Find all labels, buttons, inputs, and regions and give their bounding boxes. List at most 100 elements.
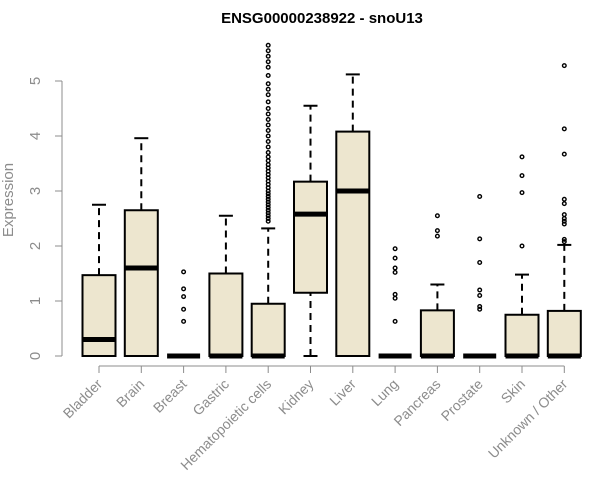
outlier-point <box>477 304 483 310</box>
outlier-point <box>265 191 271 197</box>
x-tick-label: Unknown / Other <box>485 376 571 462</box>
box-rect <box>250 302 286 357</box>
outlier-point <box>561 151 567 157</box>
outlier-point <box>561 126 567 132</box>
outlier-point <box>561 201 567 207</box>
outlier-point <box>265 149 271 155</box>
box-rect <box>81 274 117 357</box>
chart-title: ENSG00000238922 - snoU13 <box>221 10 423 27</box>
box-7 <box>378 246 412 359</box>
outlier-point <box>434 233 440 239</box>
y-tick-label: 1 <box>27 297 44 305</box>
outlier-point <box>519 190 525 196</box>
outlier-point <box>181 286 187 292</box>
box-rect <box>208 272 244 357</box>
y-tick-label: 2 <box>27 242 44 250</box>
outlier-point <box>561 196 567 202</box>
outlier-point <box>265 99 271 105</box>
outlier-point <box>519 243 525 249</box>
box-rect <box>546 309 582 357</box>
outlier-point <box>265 154 271 160</box>
outlier-point <box>265 133 271 139</box>
box-rect <box>504 313 540 357</box>
box-2 <box>167 269 201 359</box>
outlier-point <box>561 63 567 69</box>
outlier-point <box>265 53 271 59</box>
box-rect <box>335 130 371 357</box>
outlier-point <box>434 213 440 219</box>
outlier-point <box>392 295 398 301</box>
outlier-point <box>265 116 271 122</box>
y-tick-label: 0 <box>27 352 44 360</box>
y-axis: 0 1 2 3 4 5 <box>27 77 63 360</box>
outlier-point <box>265 86 271 92</box>
box-4 <box>250 42 286 359</box>
outlier-point <box>265 48 271 54</box>
outlier-point <box>181 318 187 324</box>
outlier-point <box>265 207 271 213</box>
outlier-point <box>265 202 271 208</box>
outlier-point <box>265 215 271 221</box>
x-tick-label: Bladder <box>60 376 106 422</box>
y-tick-label: 4 <box>27 132 44 140</box>
outlier-point <box>561 218 567 224</box>
outlier-point <box>181 269 187 275</box>
outlier-point <box>561 239 567 245</box>
box-6 <box>335 73 371 357</box>
outlier-point <box>561 215 567 221</box>
outlier-point <box>181 294 187 300</box>
outlier-point <box>265 105 271 111</box>
outlier-point <box>265 127 271 133</box>
x-tick-label: Lung <box>368 376 401 409</box>
outlier-point <box>519 173 525 179</box>
outlier-point <box>477 236 483 242</box>
outlier-point <box>265 218 271 224</box>
outlier-point <box>265 111 271 117</box>
outlier-point <box>561 236 567 242</box>
box-rect <box>419 309 455 358</box>
x-tick-label: Liver <box>326 376 359 409</box>
outlier-point <box>477 293 483 299</box>
x-tick-label: Brain <box>113 376 147 410</box>
outlier-point <box>265 144 271 150</box>
outlier-point <box>265 213 271 219</box>
x-tick-label: Skin <box>498 376 529 407</box>
outlier-point <box>434 228 440 234</box>
box-10 <box>504 154 540 359</box>
box-rect <box>123 209 159 357</box>
box-11 <box>546 63 582 359</box>
outlier-point <box>265 59 271 65</box>
y-tick-label: 3 <box>27 187 44 195</box>
outlier-point <box>265 122 271 128</box>
box-0 <box>81 203 117 357</box>
x-tick-label: Breast <box>150 376 190 416</box>
outlier-point <box>265 42 271 48</box>
y-axis-label: Expression <box>0 163 17 237</box>
boxes-group <box>81 42 582 359</box>
outlier-point <box>265 81 271 87</box>
outlier-point <box>265 210 271 216</box>
box-rect <box>293 180 328 294</box>
x-tick-label: Pancreas <box>390 376 443 429</box>
outlier-point <box>477 193 483 199</box>
outlier-point <box>265 199 271 205</box>
box-9 <box>463 193 497 359</box>
outlier-point <box>265 204 271 210</box>
outlier-point <box>265 138 271 144</box>
outlier-point <box>181 306 187 312</box>
x-tick-label: Prostate <box>438 376 486 424</box>
outlier-point <box>265 64 271 70</box>
outlier-point <box>477 287 483 293</box>
outlier-point <box>265 196 271 202</box>
outlier-point <box>392 255 398 261</box>
outlier-point <box>265 193 271 199</box>
outlier-point <box>392 246 398 252</box>
outlier-point <box>265 158 271 164</box>
outlier-point <box>392 265 398 271</box>
box-5 <box>293 104 328 357</box>
outlier-point <box>265 92 271 98</box>
box-8 <box>419 213 455 359</box>
